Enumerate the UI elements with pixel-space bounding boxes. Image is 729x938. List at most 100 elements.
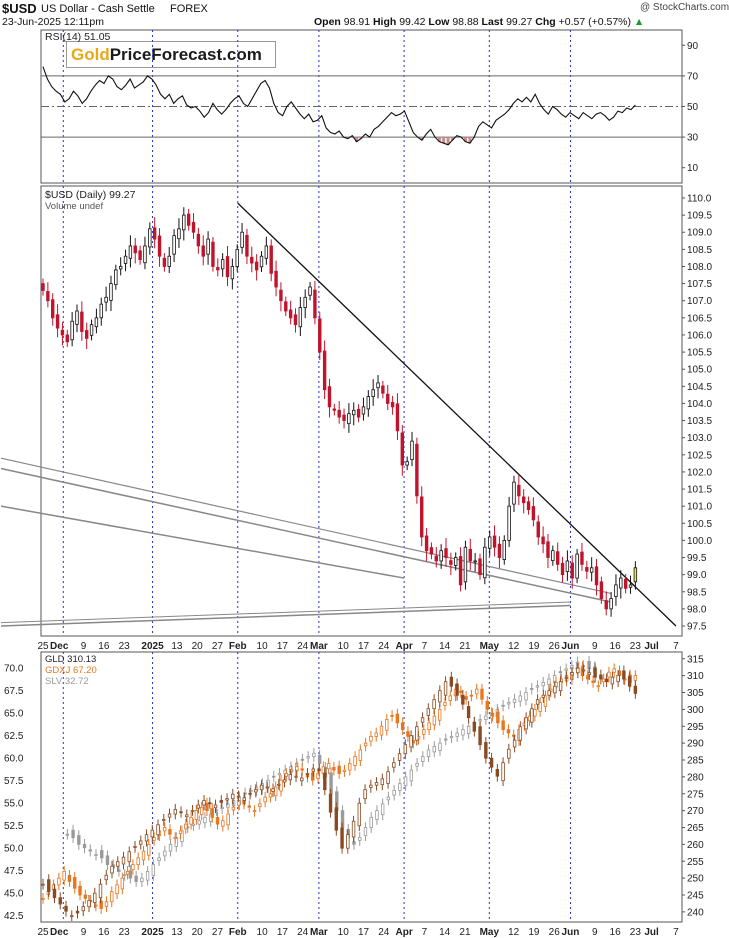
gdxj-candle-body [156, 824, 160, 836]
gld-candle-body [342, 769, 347, 772]
gld-candle-body [543, 695, 548, 708]
metals-x-tick-label: 16 [98, 927, 110, 938]
usd-candle-body [458, 556, 463, 586]
gdxj-candle-body [328, 793, 333, 813]
metals-x-tick-label: 9 [592, 927, 598, 938]
metals-x-tick-label: 17 [358, 927, 370, 938]
gdxj-candle-body [47, 879, 51, 892]
gdxj-candle-body [64, 905, 68, 912]
usd-x-tick-label: 12 [508, 641, 520, 652]
metals-x-tick-label: 17 [277, 927, 289, 938]
usd-candle-body [594, 566, 599, 586]
gdxj-candle-body [133, 846, 137, 848]
gld-candle-body [210, 808, 214, 818]
gld-candle-body [178, 830, 183, 834]
gdxj-candle-body [173, 809, 177, 815]
slv-candle-body [317, 754, 322, 764]
usd-candle-body [444, 548, 448, 558]
gdxj-candle-body [277, 783, 281, 786]
slv-candle-body [243, 792, 247, 795]
high-label: High [372, 16, 397, 28]
metals-x-tick-label: 16 [610, 927, 622, 938]
support-line-lower-2 [0, 601, 571, 624]
gld-candle-body [62, 870, 66, 881]
usd-tick-label: 109.5 [687, 211, 712, 222]
gdxj-candle-body [185, 814, 189, 818]
usd-candle-body [546, 541, 550, 558]
gdxj-candle-body [449, 676, 454, 687]
gld-candle-body [427, 722, 431, 731]
usd-candle-body [279, 289, 283, 302]
metals-x-tick-label: 27 [212, 927, 224, 938]
gdxj-candle-body [466, 706, 471, 719]
gdxj-candle-body [380, 778, 385, 786]
metals-right-tick-label: 300 [687, 705, 704, 716]
metals-right-tick-label: 275 [687, 789, 704, 800]
usd-candle-body [405, 461, 409, 466]
usd-candle-body [512, 481, 516, 505]
gdxj-candle-body [397, 753, 402, 761]
metals-x-tick-label: 24 [378, 927, 390, 938]
gdxj-candle-body [231, 793, 235, 800]
gdxj-candle-body [363, 789, 367, 800]
usd-candle-body [390, 402, 395, 408]
slv-candle-body [484, 715, 488, 720]
usd-candle-body [386, 393, 390, 404]
chart-exchange: FOREX [170, 3, 208, 15]
usd-candle-body [347, 413, 351, 425]
usd-candle-body [434, 555, 438, 562]
usd-candle-body [157, 235, 162, 257]
usd-candle-body [41, 283, 45, 291]
gdxj-candle-body [443, 681, 448, 696]
usd-candle-body [551, 550, 555, 562]
gdxj-candle-body [420, 717, 425, 723]
usd-candle-body [162, 257, 167, 267]
gld-candle-body [131, 864, 135, 870]
metals-right-tick-label: 245 [687, 891, 704, 902]
metals-x-tick-label: 23 [119, 927, 131, 938]
usd-candle-body [429, 547, 434, 555]
gld-candle-body [115, 884, 119, 895]
usd-x-tick-label: 2025 [141, 641, 164, 652]
metals-x-tick-label: 24 [297, 927, 309, 938]
usd-x-tick-label: 10 [338, 641, 350, 652]
gdxj-candle-body [535, 699, 540, 705]
gdxj-candle-body [455, 683, 459, 696]
gld-candle-body [390, 715, 394, 717]
slv-candle-body [466, 725, 471, 735]
slv-candle-body [220, 806, 224, 809]
usd-candle-body [65, 334, 69, 343]
usd-tick-label: 108.0 [687, 262, 712, 273]
metals-right-tick-label: 255 [687, 857, 704, 868]
gdxj-candle-body [438, 690, 442, 703]
usd-candle-body [332, 408, 337, 411]
metals-x-tick-label: 23 [630, 927, 642, 938]
slv-candle-body [77, 835, 81, 845]
usd-candle-body [371, 389, 375, 397]
gdxj-candle-body [570, 672, 574, 676]
gld-candle-body [437, 708, 442, 721]
gld-candle-body [607, 671, 611, 678]
usd-candle-body [313, 289, 317, 319]
metals-left-tick-label: 50.0 [4, 844, 24, 855]
metals-right-tick-label: 315 [687, 654, 704, 665]
slv-candle-body [501, 704, 505, 707]
usd-tick-label: 108.5 [687, 245, 712, 256]
volume-legend: Volume undef [45, 201, 103, 212]
usd-tick-label: 106.5 [687, 313, 712, 324]
chg-value: +0.57 (+0.57%) [558, 16, 631, 28]
usd-x-tick-label: 27 [212, 641, 224, 652]
slv-candle-body [94, 854, 98, 856]
usd-candle-body [114, 269, 118, 286]
usd-candle-body [628, 584, 633, 588]
slv-candle-body [88, 849, 92, 852]
rsi-legend: RSI(14) 51.05 [45, 31, 111, 43]
slv-candle-body [426, 749, 431, 758]
support-line-lower [0, 604, 571, 627]
quote-strip: Open 98.91 High 99.42 Low 98.88 Last 99.… [314, 16, 644, 28]
gld-candle-body [490, 713, 495, 717]
usd-candle-body [322, 350, 327, 391]
gdxj-candle-body [369, 784, 373, 788]
usd-candle-body [439, 550, 443, 562]
slv-candle-body [369, 816, 373, 828]
